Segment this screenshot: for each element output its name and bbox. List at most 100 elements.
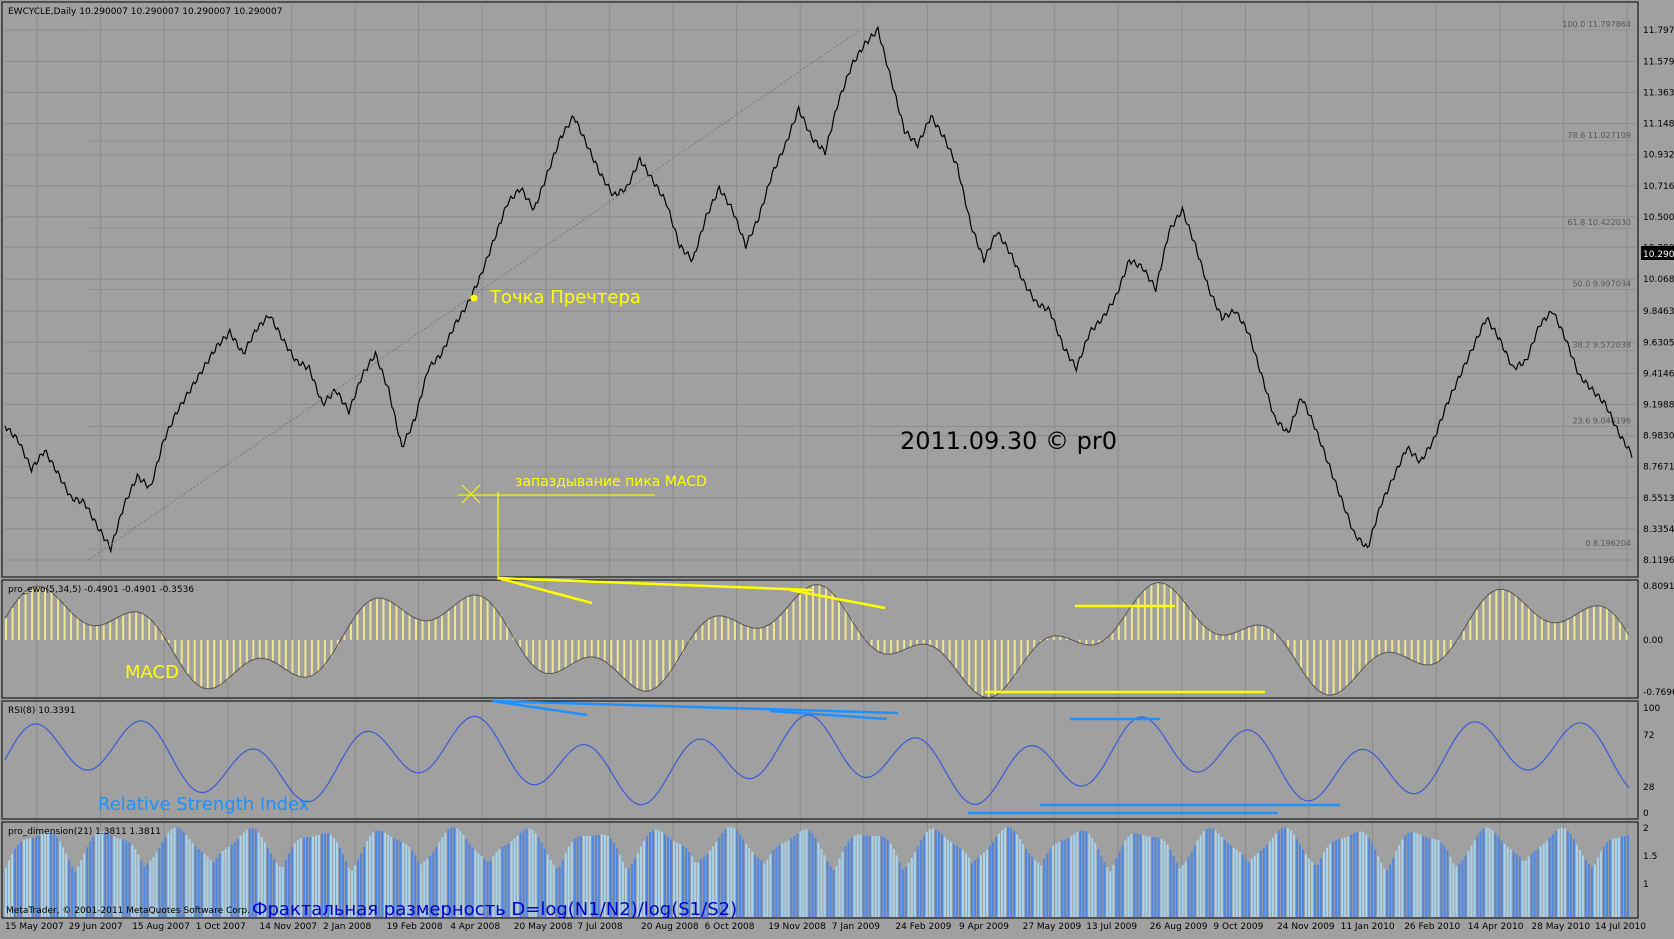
dimension-bar (1088, 834, 1090, 917)
macd-lag-label: запаздывание пика MACD (515, 474, 707, 490)
dimension-bar (249, 828, 251, 917)
macd-bar (415, 618, 417, 640)
x-tick-label: 14 Apr 2010 (1468, 922, 1524, 932)
macd-bar (382, 598, 384, 640)
dimension-bar (243, 832, 245, 917)
macd-bar (526, 640, 528, 656)
dimension-bar (38, 835, 40, 917)
macd-bar (604, 640, 606, 661)
macd-bar (877, 640, 879, 651)
macd-bar (1508, 591, 1510, 640)
macd-bar (44, 587, 46, 640)
dimension-bar (830, 866, 832, 917)
dimension-bar (1588, 864, 1590, 917)
dimension-bar (1013, 831, 1015, 917)
dimension-bar (742, 839, 744, 917)
dimension-bar (836, 866, 838, 917)
dimension-bar (1269, 841, 1271, 917)
dimension-bar (1419, 835, 1421, 917)
macd-bar (623, 640, 625, 678)
macd-bar (220, 640, 222, 685)
macd-bar (1189, 609, 1191, 640)
macd-bar (369, 601, 371, 640)
dimension-bar (1308, 858, 1310, 917)
macd-title: pro_ewo(5,34,5) -0.4901 -0.4901 -0.3536 (8, 585, 194, 595)
dimension-bar (1401, 840, 1403, 917)
x-tick-label: 13 Jul 2009 (1086, 922, 1137, 932)
dimension-bar (1146, 836, 1148, 917)
x-tick-label: 9 Oct 2009 (1213, 922, 1263, 932)
dimension-bar (53, 834, 55, 917)
dimension-bar (174, 828, 176, 917)
dimension-bar (1260, 851, 1262, 917)
dimension-bar (1597, 858, 1599, 917)
macd-bar (786, 609, 788, 640)
dimension-bar (1573, 839, 1575, 917)
dimension-bar (98, 832, 100, 917)
dimension-bar (1489, 828, 1491, 917)
dimension-bar (1203, 831, 1205, 917)
dimension-bar (1606, 842, 1608, 917)
dimension-bar (1188, 857, 1190, 917)
dimension-bar (171, 829, 173, 917)
macd-bar (448, 611, 450, 640)
dimension-bar (821, 849, 823, 917)
dimension-bar (905, 867, 907, 917)
macd-bar (1020, 640, 1022, 667)
macd-bar (936, 640, 938, 648)
dimension-bar (1416, 833, 1418, 917)
dimension-bar (1106, 867, 1108, 917)
macd-bar (474, 595, 476, 640)
dimension-bar (1389, 864, 1391, 917)
dimension-bar (842, 852, 844, 917)
macd-bar (1560, 622, 1562, 640)
dimension-bar (92, 837, 94, 917)
dimension-bar (1525, 861, 1527, 917)
x-tick-label: 20 Aug 2008 (641, 922, 699, 932)
prechter-label: Точка Пречтера (489, 287, 641, 308)
dimension-bar (818, 843, 820, 917)
y-tick-label: 10.7164 (1643, 182, 1674, 192)
dimension-bar (1344, 838, 1346, 917)
dimension-bar (1215, 831, 1217, 917)
macd-bar (792, 601, 794, 640)
dimension-title: pro_dimension(21) 1.3811 1.3811 (8, 827, 161, 837)
rsi-tick-label: 28 (1643, 783, 1655, 793)
copyright-label: 2011.09.30 © pr0 (900, 427, 1117, 455)
dimension-bar (751, 852, 753, 917)
main-title: EWCYCLE,Daily 10.290007 10.290007 10.290… (8, 7, 282, 17)
macd-bar (1007, 640, 1009, 685)
x-tick-label: 2 Jan 2008 (323, 922, 371, 932)
x-tick-label: 7 Jul 2008 (577, 922, 622, 932)
macd-bar (83, 622, 85, 640)
macd-bar (1144, 590, 1146, 640)
dimension-bar (1001, 830, 1003, 917)
macd-bar (70, 611, 72, 640)
macd-bar (1352, 640, 1354, 681)
x-tick-label: 27 May 2009 (1023, 922, 1082, 932)
dimension-bar (1431, 838, 1433, 917)
dimension-bar (1531, 854, 1533, 917)
dimension-bar (1513, 852, 1515, 917)
dimension-bar (1182, 865, 1184, 917)
dimension-bar (1612, 839, 1614, 917)
dimension-bar (1127, 836, 1129, 917)
dimension-bar (799, 831, 801, 917)
macd-bar (1411, 640, 1413, 660)
dimension-bar (1359, 831, 1361, 917)
macd-bar (272, 640, 274, 661)
dimension-bar (1173, 856, 1175, 917)
macd-bar (181, 640, 183, 664)
macd-bar (545, 640, 547, 673)
dimension-bar (183, 832, 185, 917)
macd-bar (298, 640, 300, 676)
macd-bar (1196, 617, 1198, 640)
dimension-bar (1296, 839, 1298, 917)
macd-bar (727, 617, 729, 640)
macd-bar (1326, 640, 1328, 695)
dimension-bar (998, 833, 1000, 917)
macd-label: MACD (125, 662, 179, 683)
dimension-bar (1100, 856, 1102, 917)
dimension-bar (965, 853, 967, 917)
